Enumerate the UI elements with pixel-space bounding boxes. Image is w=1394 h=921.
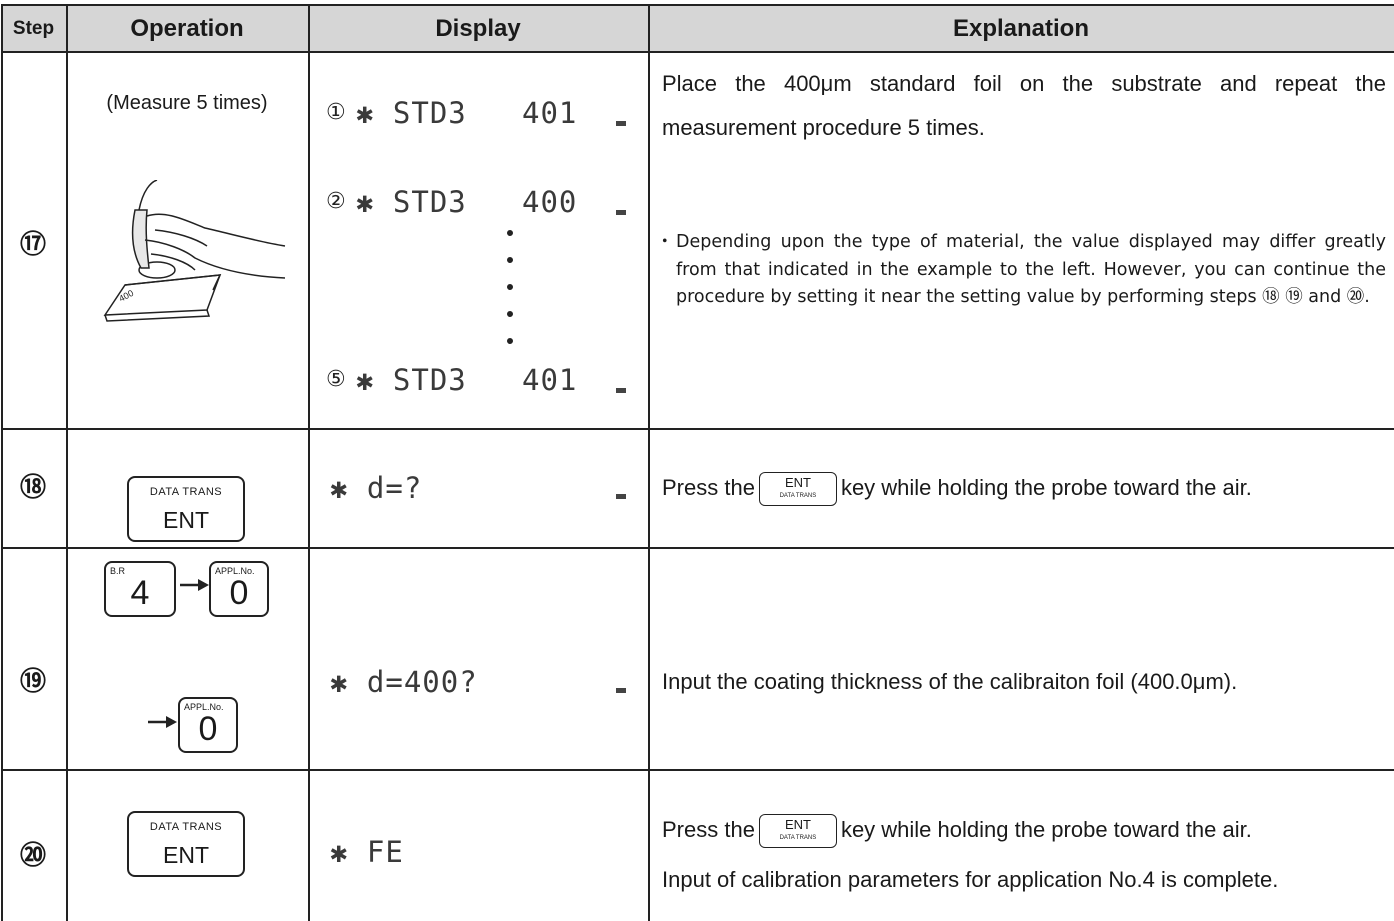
display-value: 401: [522, 363, 578, 397]
note-bullet: ・: [656, 231, 674, 251]
step-number: ⑳: [19, 841, 46, 871]
cursor: [616, 210, 626, 215]
ellipsis-dot: [507, 230, 513, 236]
text: key while holding the probe toward the a…: [840, 475, 1252, 500]
step-number: ⑱: [19, 473, 46, 503]
cursor: [616, 494, 626, 499]
ellipsis-dot: [507, 257, 513, 263]
key-button: B.R 4: [104, 561, 176, 617]
display-text: ✱ d=400?: [330, 665, 478, 699]
key-top-label: APPL.No.: [184, 702, 224, 712]
key-top-label: DATA TRANS: [149, 486, 223, 498]
ellipsis-dot: [507, 338, 513, 344]
explanation-text: Press the DATA TRANS ENT key while holding …: [662, 810, 1386, 850]
note-text: Depending upon the type of material, the…: [676, 232, 1386, 307]
rule: [1, 51, 1394, 53]
display-text: ✱ STD3: [356, 185, 467, 219]
header-bg: [1, 5, 1394, 52]
key-top-label: B.R: [110, 566, 126, 576]
ellipsis-dot: [507, 284, 513, 290]
explanation-text: Input of calibration parameters for appl…: [662, 867, 1279, 892]
rule: [66, 4, 68, 921]
text: Press the: [662, 475, 755, 500]
key-top-label: DATA TRANS: [779, 493, 817, 500]
key-top-label: DATA TRANS: [149, 821, 223, 833]
rule: [1, 4, 1394, 6]
display-value: 400: [522, 185, 578, 219]
key-main-label: ENT: [784, 475, 811, 491]
arrow: [148, 716, 177, 728]
ellipsis-dot: [507, 311, 513, 317]
explanation-text: Press the DATA TRANS ENT key while holding …: [662, 468, 1386, 508]
key-main-label: 0: [229, 574, 249, 612]
key-button: DATA TRANS ENT: [127, 811, 245, 877]
key-main-label: ENT: [163, 842, 209, 868]
inline-key: DATA TRANS ENT: [758, 814, 837, 849]
step-number: ⑰: [19, 230, 46, 260]
key-top-label: DATA TRANS: [779, 835, 817, 842]
key-main-label: ENT: [784, 817, 811, 833]
rule: [1, 428, 1394, 430]
cursor: [616, 121, 626, 126]
explanation-text: Input the coating thickness of the calib…: [662, 669, 1238, 694]
display-text: ✱ d=?: [330, 471, 423, 505]
header-cell: Operation: [130, 15, 244, 42]
display-text: ✱ STD3: [356, 363, 467, 397]
key-main-label: ENT: [163, 507, 209, 533]
display-marker: ①: [326, 100, 346, 125]
display-text: ✱ STD3: [356, 96, 467, 130]
rule: [1, 769, 1394, 771]
display-text: ✱ FE: [330, 835, 404, 869]
arrow: [180, 579, 209, 591]
rule: [308, 4, 310, 921]
header-cell: Step: [12, 18, 55, 39]
key-main-label: 4: [130, 574, 150, 612]
key-button: APPL.No. 0: [178, 697, 238, 753]
cursor: [616, 688, 626, 693]
header-cell: Explanation: [952, 15, 1090, 42]
key-button: APPL.No. 0: [209, 561, 269, 617]
step-number: ⑲: [19, 667, 46, 697]
probe-illustration: 400: [103, 180, 286, 322]
display-value: 401: [522, 96, 578, 130]
key-top-label: APPL.No.: [215, 566, 255, 576]
explanation-note: ・ Depending upon the type of material, t…: [656, 228, 1386, 311]
display-marker: ②: [326, 189, 346, 214]
cursor: [616, 388, 626, 393]
rule: [1, 547, 1394, 549]
key-main-label: 0: [198, 710, 218, 748]
explanation-text: Place the 400μm standard foil on the sub…: [662, 71, 1386, 140]
text: key while holding the probe toward the a…: [840, 817, 1252, 842]
inline-key: DATA TRANS ENT: [758, 472, 837, 507]
text: Press the: [662, 817, 755, 842]
rule: [1, 4, 3, 921]
key-button: DATA TRANS ENT: [127, 476, 245, 542]
display-marker: ⑤: [326, 367, 346, 392]
rule: [648, 4, 650, 921]
header-cell: Display: [435, 15, 521, 42]
operation-caption: (Measure 5 times): [106, 92, 268, 114]
